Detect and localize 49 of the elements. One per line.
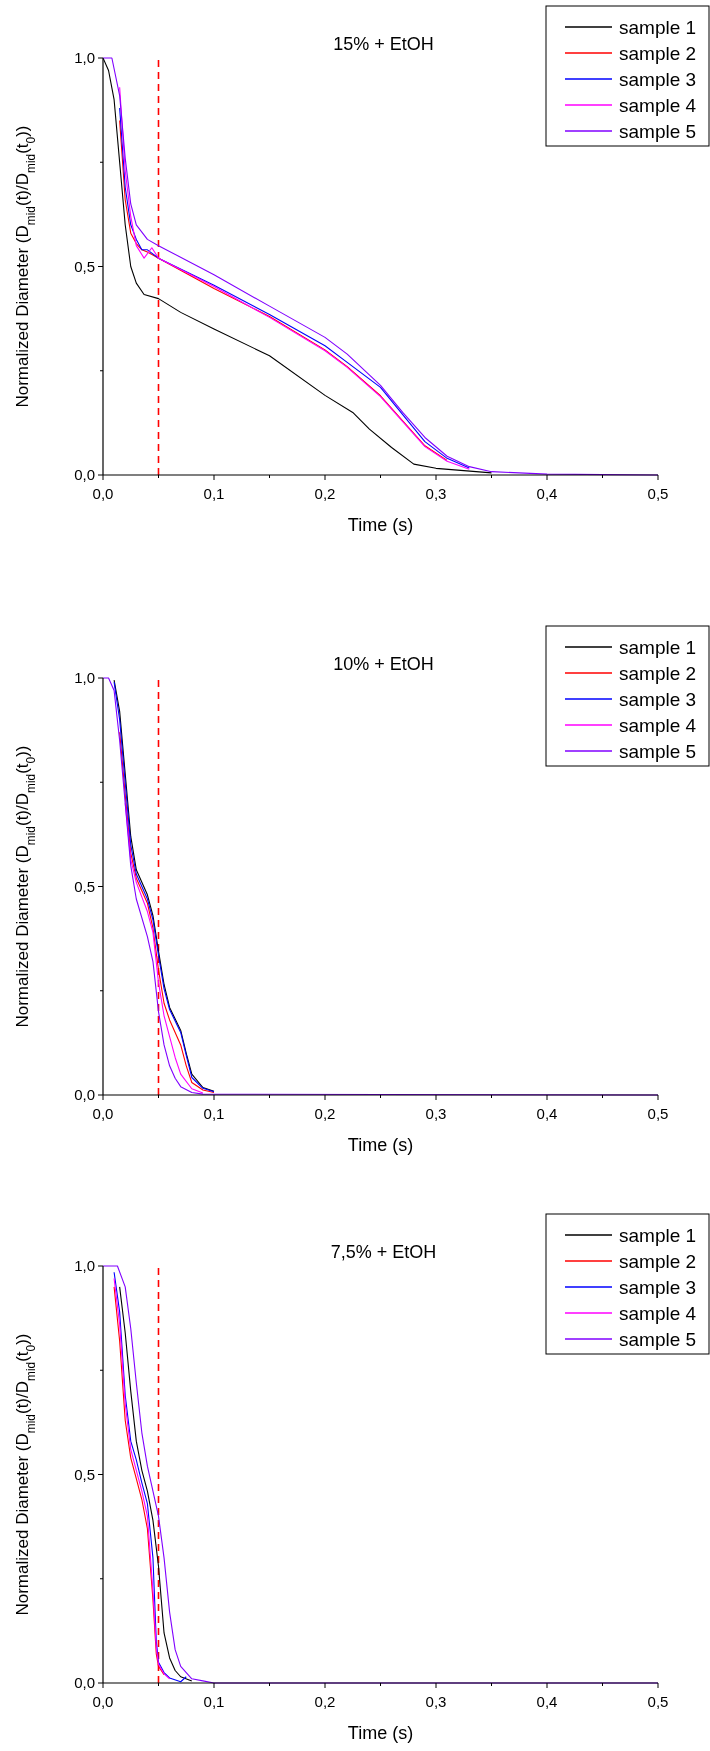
y-tick-label: 1,0 bbox=[74, 669, 95, 686]
legend-label: sample 4 bbox=[619, 715, 697, 736]
x-tick-label: 0,4 bbox=[536, 1105, 558, 1122]
legend-label: sample 4 bbox=[619, 1303, 697, 1324]
y-tick-label: 0,5 bbox=[74, 1465, 95, 1483]
chart-title: 7,5% + EtOH bbox=[330, 1242, 437, 1262]
x-tick-label: 0,2 bbox=[314, 1105, 336, 1122]
x-axis-title: Time (s) bbox=[347, 1723, 414, 1743]
legend-label: sample 3 bbox=[619, 1277, 697, 1298]
x-tick-label: 0,5 bbox=[647, 485, 669, 502]
chart-title: 10% + EtOH bbox=[333, 654, 434, 674]
legend-label: sample 5 bbox=[619, 741, 697, 762]
legend-label: sample 2 bbox=[619, 43, 697, 64]
y-tick-label: 0,0 bbox=[74, 466, 95, 483]
x-axis-title: Time (s) bbox=[347, 515, 414, 535]
x-tick-label: 0,1 bbox=[203, 485, 225, 502]
y-tick-label: 0,0 bbox=[74, 1674, 95, 1691]
legend-label: sample 5 bbox=[619, 1329, 697, 1350]
x-tick-label: 0,4 bbox=[536, 1693, 558, 1710]
x-tick-label: 0,3 bbox=[425, 1693, 447, 1710]
legend-label: sample 3 bbox=[619, 69, 697, 90]
x-tick-label: 0,3 bbox=[425, 1105, 447, 1122]
legend-label: sample 4 bbox=[619, 95, 697, 116]
x-tick-label: 0,3 bbox=[425, 485, 447, 502]
legend-label: sample 2 bbox=[619, 663, 697, 684]
y-tick-label: 0,5 bbox=[74, 877, 95, 895]
y-tick-label: 0,5 bbox=[74, 257, 95, 275]
y-tick-label: 1,0 bbox=[74, 1257, 95, 1274]
x-tick-label: 0,5 bbox=[647, 1105, 669, 1122]
legend-label: sample 1 bbox=[619, 17, 697, 38]
legend-label: sample 2 bbox=[619, 1251, 697, 1272]
x-tick-label: 0,1 bbox=[203, 1105, 225, 1122]
x-tick-label: 0,5 bbox=[647, 1693, 669, 1710]
x-tick-label: 0,2 bbox=[314, 485, 336, 502]
line-series bbox=[113, 1271, 187, 1683]
y-tick-label: 1,0 bbox=[74, 49, 95, 66]
chart-title: 15% + EtOH bbox=[333, 34, 434, 54]
x-tick-label: 0,0 bbox=[92, 1693, 114, 1710]
x-tick-label: 0,0 bbox=[92, 1105, 114, 1122]
x-tick-label: 0,2 bbox=[314, 1693, 336, 1710]
x-tick-label: 0,1 bbox=[203, 1693, 225, 1710]
legend-label: sample 1 bbox=[619, 637, 697, 658]
x-tick-label: 0,0 bbox=[92, 485, 114, 502]
legend-label: sample 5 bbox=[619, 121, 697, 142]
x-axis-title: Time (s) bbox=[347, 1135, 414, 1155]
y-tick-label: 0,0 bbox=[74, 1086, 95, 1103]
x-tick-label: 0,4 bbox=[536, 485, 558, 502]
legend-label: sample 1 bbox=[619, 1225, 697, 1246]
legend-label: sample 3 bbox=[619, 689, 697, 710]
